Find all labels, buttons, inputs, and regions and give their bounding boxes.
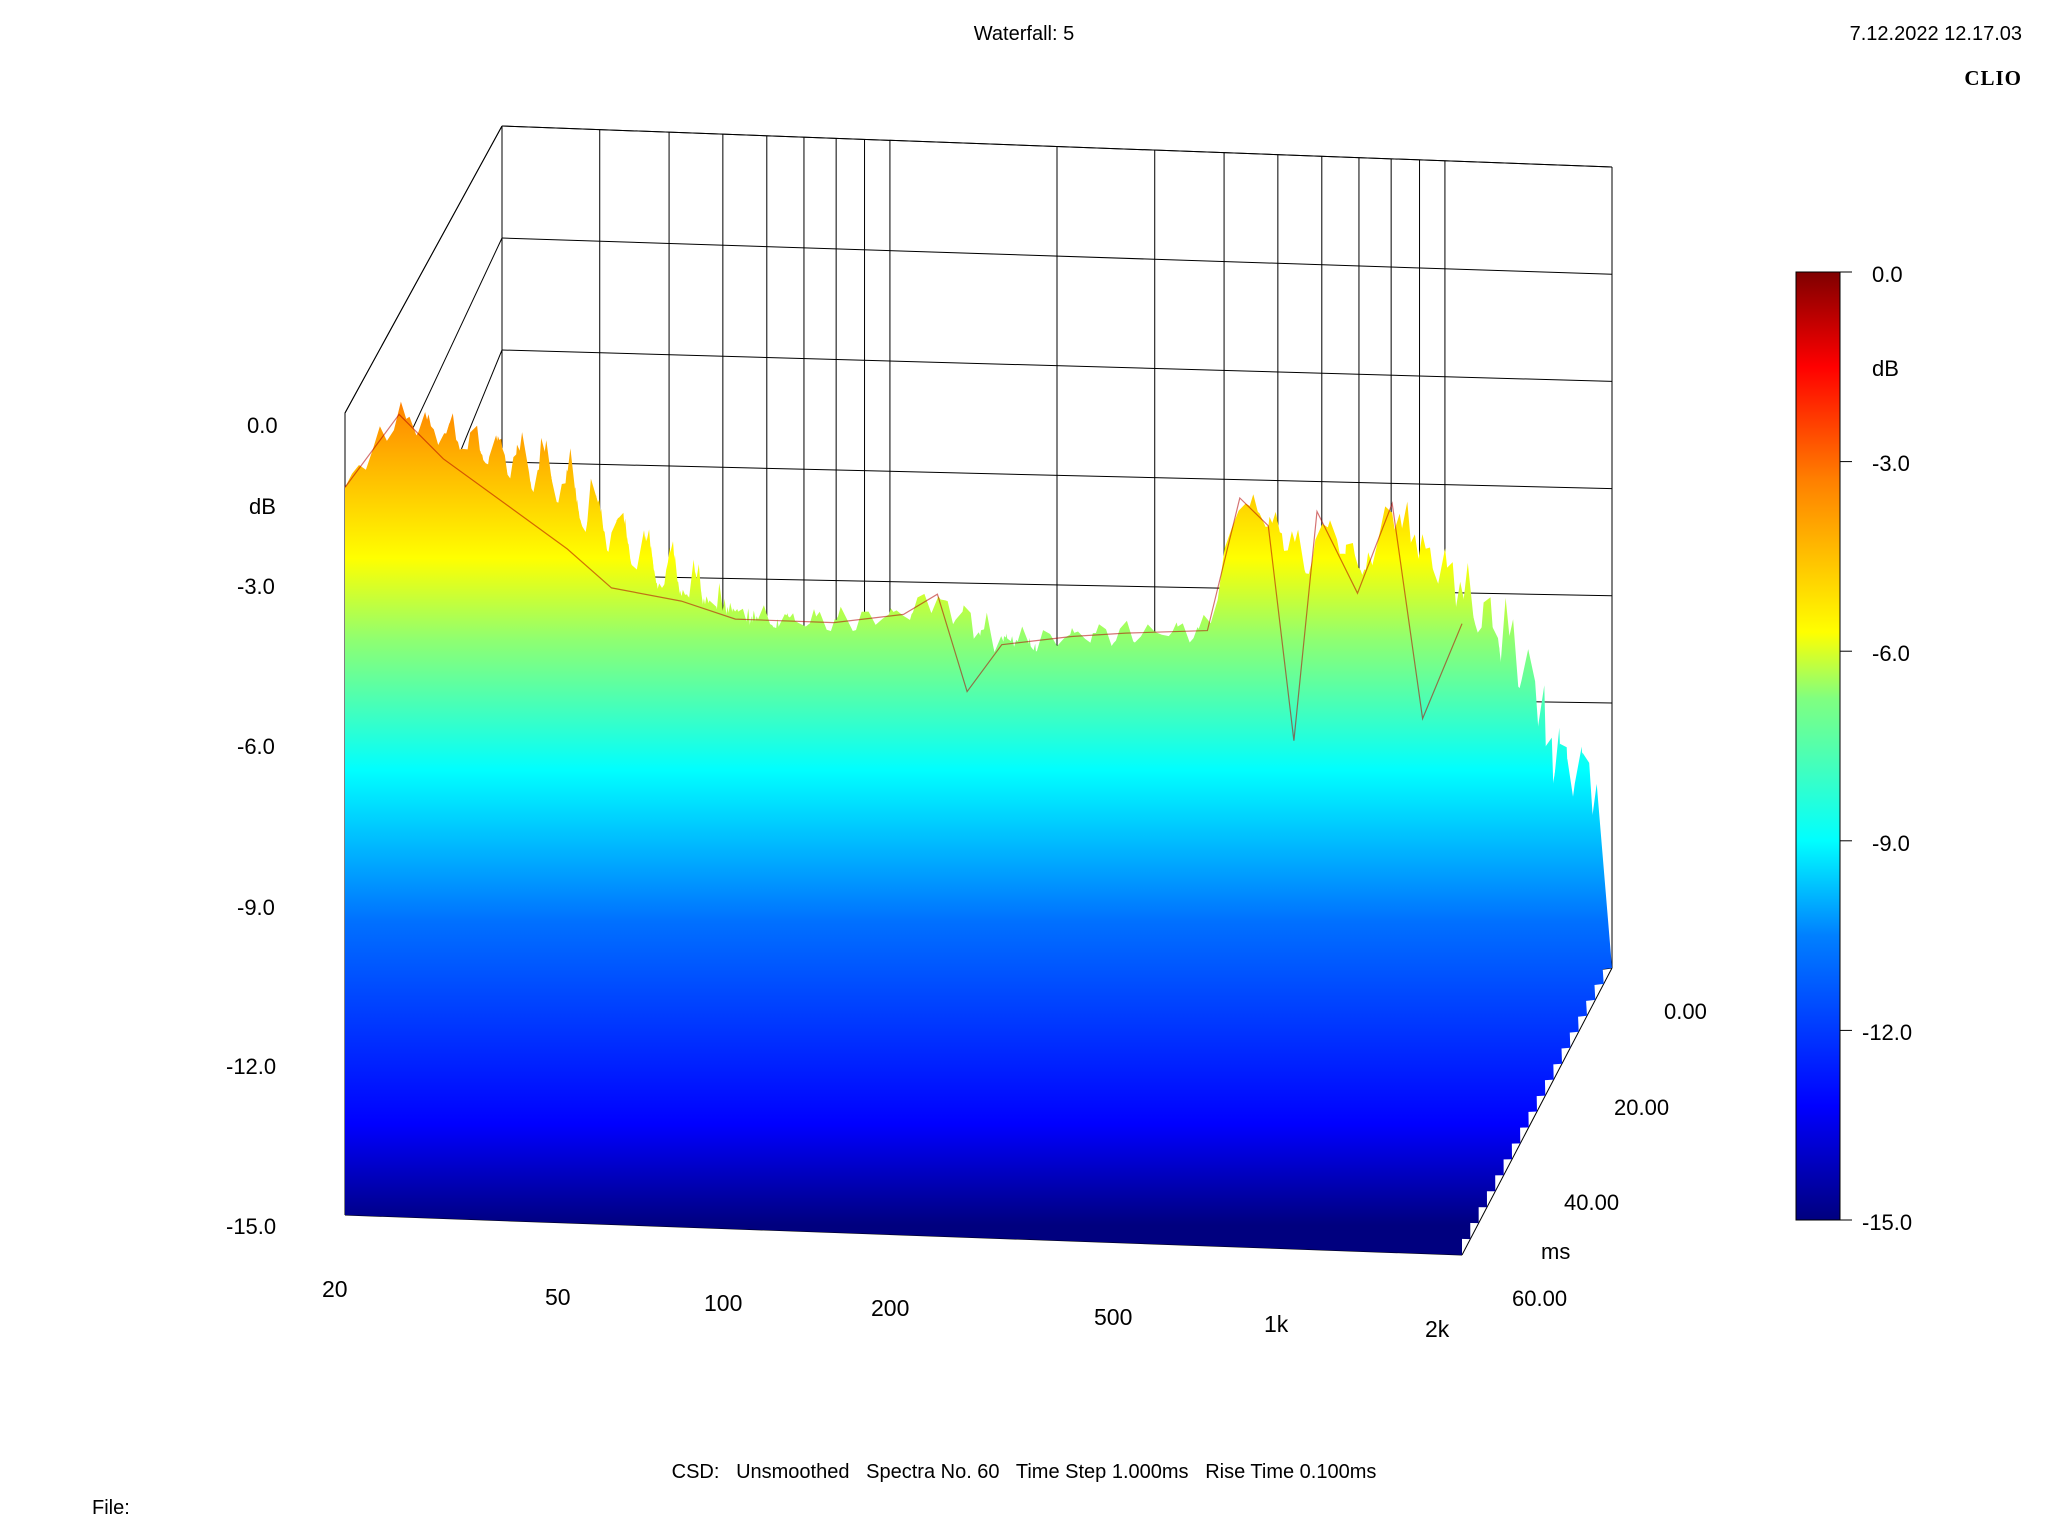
y-tick-label: -9.0 xyxy=(237,895,275,920)
x-tick-label: 20 xyxy=(322,1276,348,1302)
grid-line xyxy=(501,349,1613,382)
y-tick-label: -15.0 xyxy=(226,1214,277,1239)
grid-line xyxy=(344,125,503,414)
z-tick-label: 60.00 xyxy=(1512,1286,1568,1311)
colorbar xyxy=(1795,271,1841,1221)
front-spectrum-series xyxy=(344,413,1463,741)
z-axis-label: ms xyxy=(1541,1239,1571,1264)
x-tick-label: 200 xyxy=(871,1295,910,1321)
colorbar-tick-label: -15.0 xyxy=(1862,1210,1913,1235)
colorbar-tick-label: -3.0 xyxy=(1872,451,1910,476)
file-label: File: xyxy=(92,1497,130,1519)
y-tick-label: -6.0 xyxy=(237,734,275,759)
y-tick-label: -12.0 xyxy=(226,1054,277,1079)
colorbar-ticks xyxy=(1840,271,1852,1221)
spectrum-slice xyxy=(345,401,1462,1256)
waterfall-surface xyxy=(345,401,1612,1256)
colorbar-tick-label: -9.0 xyxy=(1872,831,1910,856)
front-spectrum-line xyxy=(344,413,1463,741)
x-tick-label: 2k xyxy=(1425,1316,1450,1342)
colorbar-label: dB xyxy=(1872,356,1899,381)
y-tick-label: 0.0 xyxy=(247,413,278,438)
y-tick-label: -3.0 xyxy=(237,574,275,599)
chart-title: Waterfall: 5 xyxy=(973,23,1075,45)
colorbar-tick-label: -6.0 xyxy=(1872,641,1910,666)
x-tick-label: 100 xyxy=(704,1290,743,1316)
x-tick-label: 50 xyxy=(545,1284,571,1310)
timestamp: 7.12.2022 12.17.03 xyxy=(1849,23,2022,45)
colorbar-tick-label: 0.0 xyxy=(1872,262,1903,287)
colorbar-tick-label: -12.0 xyxy=(1862,1020,1913,1045)
z-tick-label: 0.00 xyxy=(1664,999,1707,1024)
x-tick-label: 500 xyxy=(1094,1304,1133,1330)
brand-logo: CLIO xyxy=(1964,66,2022,90)
grid-line xyxy=(501,125,1613,168)
x-tick-label: 1k xyxy=(1264,1311,1289,1337)
z-tick-label: 40.00 xyxy=(1564,1190,1620,1215)
grid-line xyxy=(501,237,1613,275)
grid-line xyxy=(501,461,1613,490)
y-axis-label: dB xyxy=(249,494,276,519)
measurement-info: CSD: Unsmoothed Spectra No. 60 Time Step… xyxy=(671,1461,1377,1483)
z-tick-label: 20.00 xyxy=(1614,1095,1670,1120)
